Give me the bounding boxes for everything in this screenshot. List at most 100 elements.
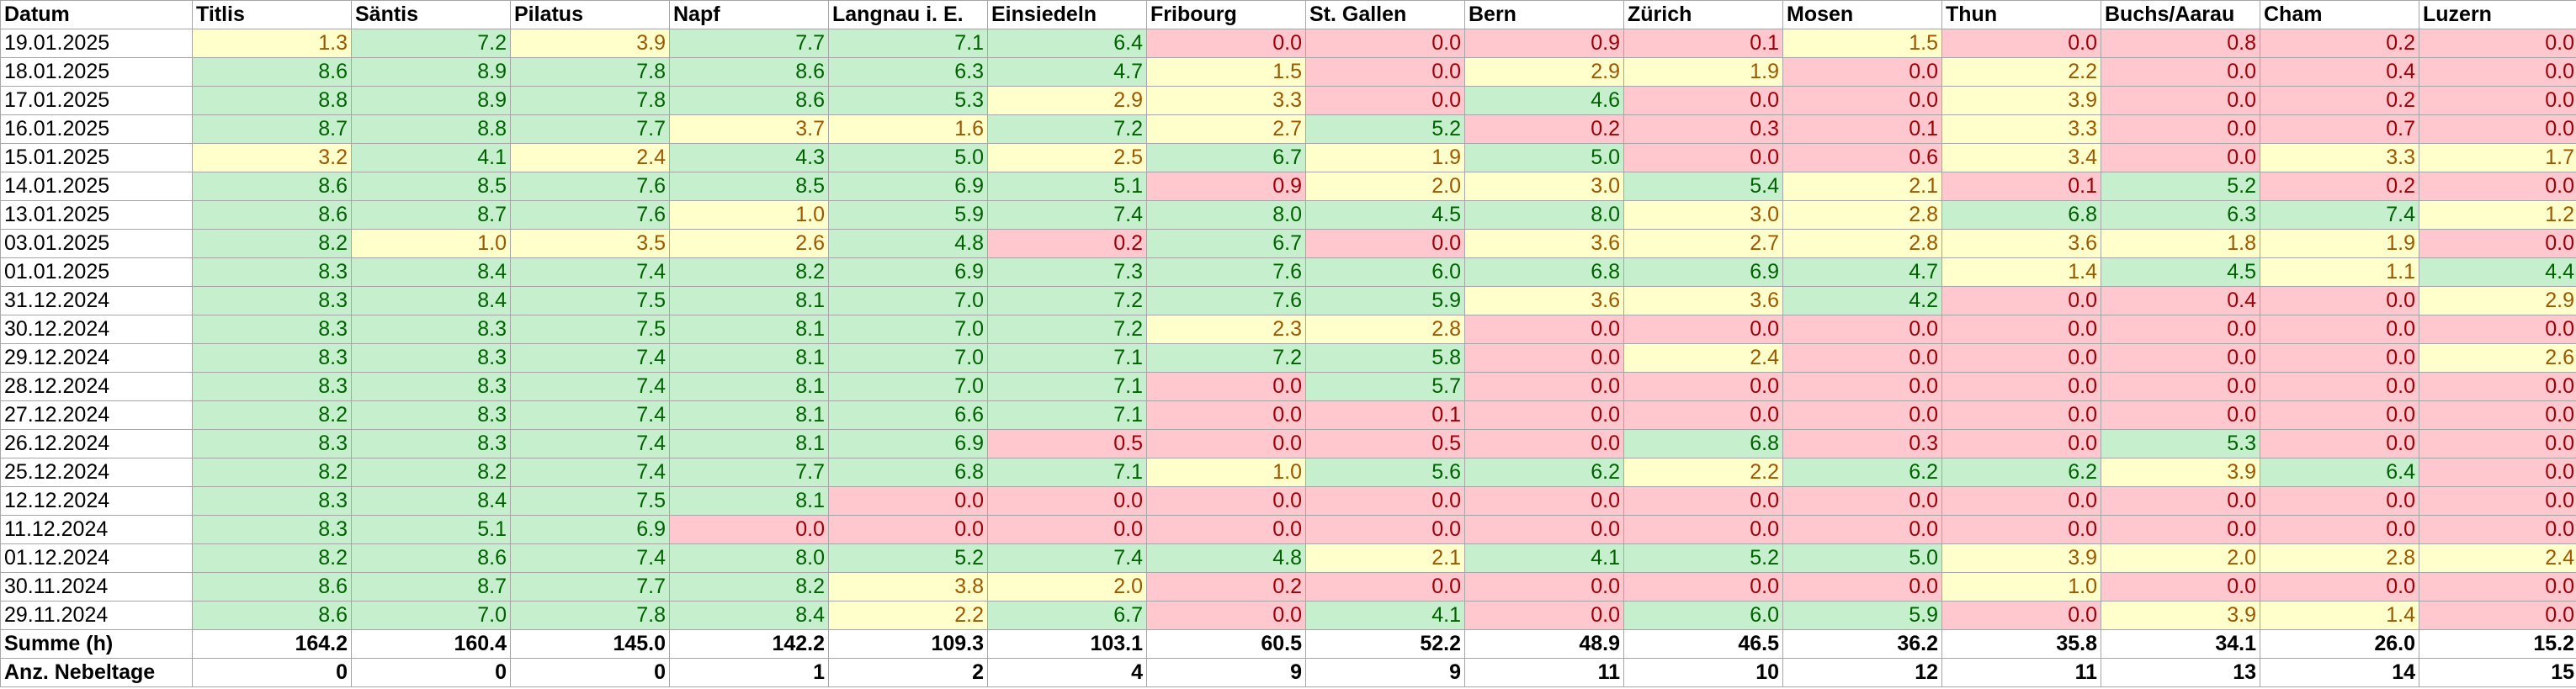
fog-hours-cell: 0.0 bbox=[2419, 572, 2576, 602]
fog-hours-cell: 6.7 bbox=[1146, 229, 1306, 258]
fog-hours-cell: 4.4 bbox=[2419, 257, 2576, 287]
fog-hours-cell: 7.7 bbox=[510, 572, 670, 602]
fog-hours-cell: 3.8 bbox=[828, 572, 988, 602]
column-header-station: Luzern bbox=[2419, 0, 2576, 29]
date-cell: 28.12.2024 bbox=[0, 372, 193, 401]
fog-hours-cell: 0.0 bbox=[2101, 572, 2260, 602]
fog-hours-cell: 0.0 bbox=[2419, 229, 2576, 258]
column-header-station: Titlis bbox=[192, 0, 352, 29]
fog-hours-cell: 0.0 bbox=[1623, 572, 1783, 602]
fog-hours-cell: 0.0 bbox=[1623, 143, 1783, 172]
summary-value-cell: 14 bbox=[2260, 658, 2419, 687]
fog-hours-cell: 6.6 bbox=[828, 400, 988, 430]
fog-hours-cell: 0.7 bbox=[2260, 114, 2419, 144]
fog-hours-cell: 0.3 bbox=[1782, 429, 1942, 458]
fog-hours-cell: 2.8 bbox=[1305, 315, 1465, 344]
fog-hours-cell: 7.4 bbox=[2260, 200, 2419, 230]
fog-hours-cell: 8.1 bbox=[669, 486, 829, 516]
fog-hours-cell: 8.3 bbox=[192, 257, 352, 287]
date-cell: 29.11.2024 bbox=[0, 601, 193, 630]
fog-hours-cell: 0.0 bbox=[1146, 601, 1306, 630]
fog-hours-cell: 0.1 bbox=[1782, 114, 1942, 144]
fog-hours-cell: 5.3 bbox=[2101, 429, 2260, 458]
fog-hours-cell: 8.1 bbox=[669, 372, 829, 401]
date-cell: 11.12.2024 bbox=[0, 515, 193, 544]
fog-hours-cell: 7.1 bbox=[828, 29, 988, 58]
fog-hours-cell: 7.2 bbox=[351, 29, 511, 58]
fog-hours-cell: 8.2 bbox=[192, 400, 352, 430]
fog-hours-cell: 0.0 bbox=[828, 486, 988, 516]
fog-hours-cell: 7.5 bbox=[510, 315, 670, 344]
summary-value-cell: 109.3 bbox=[828, 629, 988, 659]
fog-hours-cell: 5.9 bbox=[828, 200, 988, 230]
fog-hours-cell: 5.2 bbox=[2101, 172, 2260, 201]
fog-hours-cell: 7.0 bbox=[828, 315, 988, 344]
fog-hours-cell: 0.0 bbox=[1464, 315, 1624, 344]
fog-hours-cell: 6.8 bbox=[828, 458, 988, 487]
fog-hours-cell: 6.9 bbox=[828, 429, 988, 458]
fog-hours-cell: 1.0 bbox=[1146, 458, 1306, 487]
fog-hours-cell: 8.3 bbox=[351, 400, 511, 430]
fog-hours-cell: 8.2 bbox=[669, 257, 829, 287]
fog-hours-cell: 0.0 bbox=[2101, 315, 2260, 344]
fog-hours-cell: 0.0 bbox=[2260, 400, 2419, 430]
fog-hours-cell: 8.4 bbox=[351, 286, 511, 315]
column-header-station: Einsiedeln bbox=[987, 0, 1147, 29]
fog-hours-cell: 0.0 bbox=[1941, 601, 2101, 630]
fog-hours-cell: 3.0 bbox=[1464, 172, 1624, 201]
fog-hours-cell: 2.6 bbox=[669, 229, 829, 258]
fog-hours-cell: 2.8 bbox=[2260, 543, 2419, 573]
date-cell: 01.12.2024 bbox=[0, 543, 193, 573]
date-cell: 31.12.2024 bbox=[0, 286, 193, 315]
fog-hours-cell: 0.0 bbox=[1464, 486, 1624, 516]
summary-value-cell: 35.8 bbox=[1941, 629, 2101, 659]
fog-hours-cell: 2.9 bbox=[987, 86, 1147, 115]
fog-hours-cell: 3.9 bbox=[1941, 86, 2101, 115]
date-cell: 30.12.2024 bbox=[0, 315, 193, 344]
fog-hours-cell: 2.0 bbox=[987, 572, 1147, 602]
fog-hours-cell: 6.2 bbox=[1941, 458, 2101, 487]
fog-hours-cell: 7.7 bbox=[669, 29, 829, 58]
fog-hours-cell: 6.3 bbox=[2101, 200, 2260, 230]
fog-hours-cell: 7.8 bbox=[510, 57, 670, 87]
table-row: 11.12.2024 8.3 5.1 6.9 0.0 0.0 0.0 0.0 0.0 0.0 0.0… bbox=[0, 515, 2576, 544]
fog-hours-cell: 0.0 bbox=[1623, 400, 1783, 430]
column-header-station: Thun bbox=[1941, 0, 2101, 29]
fog-hours-cell: 1.0 bbox=[351, 229, 511, 258]
fog-hours-cell: 2.3 bbox=[1146, 315, 1306, 344]
fog-hours-cell: 6.0 bbox=[1305, 257, 1465, 287]
fog-hours-cell: 6.2 bbox=[1782, 458, 1942, 487]
fog-hours-cell: 0.2 bbox=[1146, 572, 1306, 602]
fog-hours-cell: 0.0 bbox=[2419, 458, 2576, 487]
fog-hours-cell: 0.0 bbox=[1623, 515, 1783, 544]
fog-hours-cell: 8.3 bbox=[192, 315, 352, 344]
date-cell: 14.01.2025 bbox=[0, 172, 193, 201]
fog-hours-cell: 6.9 bbox=[1623, 257, 1783, 287]
table-row: 29.11.2024 8.6 7.0 7.8 8.4 2.2 6.7 0.0 4.1 0.0 6.0… bbox=[0, 601, 2576, 630]
fog-hours-cell: 4.1 bbox=[1305, 601, 1465, 630]
fog-hours-cell: 0.0 bbox=[1464, 372, 1624, 401]
fog-hours-cell: 2.7 bbox=[1146, 114, 1306, 144]
table-row: 17.01.2025 8.8 8.9 7.8 8.6 5.3 2.9 3.3 0.0 4.6 0.0… bbox=[0, 86, 2576, 115]
fog-hours-cell: 8.9 bbox=[351, 57, 511, 87]
fog-hours-cell: 5.9 bbox=[1305, 286, 1465, 315]
fog-hours-cell: 6.9 bbox=[510, 515, 670, 544]
fog-hours-cell: 0.0 bbox=[2419, 372, 2576, 401]
date-cell: 17.01.2025 bbox=[0, 86, 193, 115]
fog-hours-cell: 0.0 bbox=[1623, 315, 1783, 344]
fog-hours-cell: 0.0 bbox=[1941, 372, 2101, 401]
fog-hours-cell: 1.7 bbox=[2419, 143, 2576, 172]
fog-hours-cell: 1.0 bbox=[669, 200, 829, 230]
fog-hours-cell: 7.4 bbox=[987, 200, 1147, 230]
table-row: 13.01.2025 8.6 8.7 7.6 1.0 5.9 7.4 8.0 4.5 8.0 3.0… bbox=[0, 200, 2576, 230]
fog-hours-cell: 8.2 bbox=[192, 543, 352, 573]
summary-value-cell: 48.9 bbox=[1464, 629, 1624, 659]
fog-hours-cell: 5.2 bbox=[1623, 543, 1783, 573]
fog-hours-cell: 8.6 bbox=[192, 601, 352, 630]
fog-hours-cell: 5.0 bbox=[1782, 543, 1942, 573]
column-header-date: Datum bbox=[0, 0, 193, 29]
table-row: 19.01.2025 1.3 7.2 3.9 7.7 7.1 6.4 0.0 0.0 0.9 0.1… bbox=[0, 29, 2576, 58]
fog-hours-cell: 0.1 bbox=[1941, 172, 2101, 201]
fog-hours-cell: 6.4 bbox=[2260, 458, 2419, 487]
fog-hours-cell: 0.0 bbox=[1782, 315, 1942, 344]
